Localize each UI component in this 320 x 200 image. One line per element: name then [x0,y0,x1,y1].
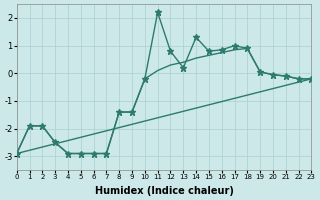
X-axis label: Humidex (Indice chaleur): Humidex (Indice chaleur) [95,186,234,196]
